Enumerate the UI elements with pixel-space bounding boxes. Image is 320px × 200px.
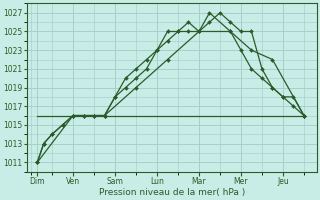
X-axis label: Pression niveau de la mer( hPa ): Pression niveau de la mer( hPa ) [99,188,245,197]
